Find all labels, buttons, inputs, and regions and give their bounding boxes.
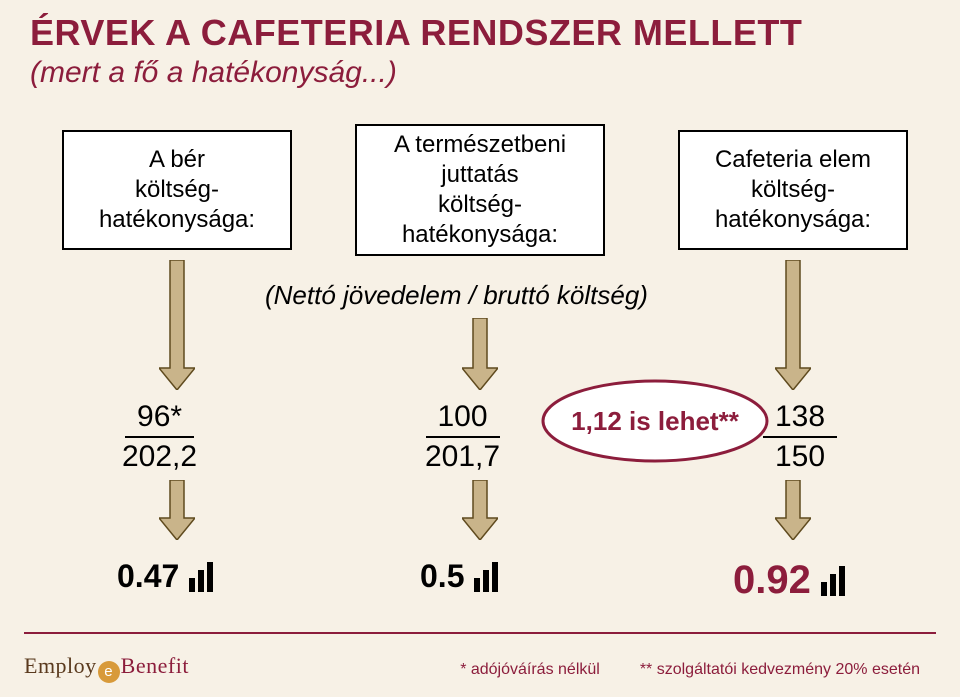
slide-title: ÉRVEK A CAFETERIA RENDSZER MELLETT [30,12,802,54]
fraction-mid: 100 201,7 [425,400,500,474]
down-arrow-icon [462,318,498,390]
result-right: 0.92 [733,558,845,603]
box-line: A természetbeni [394,130,566,160]
down-arrow-icon [159,480,195,540]
box-line: Cafeteria elem [715,145,871,175]
box-wage-efficiency: A bér költség- hatékonysága: [62,130,292,250]
logo-part1: Employ [24,653,97,678]
down-arrow-icon [775,480,811,540]
slide-root: ÉRVEK A CAFETERIA RENDSZER MELLETT (mert… [0,0,960,697]
logo-circle-icon: e [98,661,120,683]
result-mid: 0.5 [420,558,498,595]
fraction-num: 100 [426,400,500,438]
result-value: 0.5 [420,558,464,595]
footnotes: * adójóváírás nélkül ** szolgáltatói ked… [460,661,920,679]
footnote-2: ** szolgáltatói kedvezmény 20% esetén [640,661,920,679]
result-value: 0.92 [733,558,811,603]
down-arrow-icon [462,480,498,540]
box-line: hatékonysága: [99,205,255,235]
result-left: 0.47 [117,558,213,595]
fraction-num: 96* [125,400,194,438]
divider [24,632,936,634]
fraction-den: 202,2 [122,438,197,474]
bars-icon [821,566,845,596]
fraction-right: 138 150 [763,400,837,474]
box-line: költség- [135,175,219,205]
fraction-left: 96* 202,2 [122,400,197,474]
logo-part2: Benefit [121,653,189,678]
result-value: 0.47 [117,558,179,595]
slide-subtitle: (mert a fő a hatékonyság...) [30,56,397,90]
box-inkind-efficiency: A természetbeni juttatás költség- hatéko… [355,124,605,256]
box-line: juttatás [441,160,518,190]
callout-bubble: 1,12 is lehet** [540,378,770,464]
box-line: költség- [438,190,522,220]
box-line: hatékonysága: [402,220,558,250]
down-arrow-icon [775,260,811,390]
box-line: költség- [751,175,835,205]
box-cafeteria-efficiency: Cafeteria elem költség- hatékonysága: [678,130,908,250]
bars-icon [189,562,213,592]
formula-text: (Nettó jövedelem / bruttó költség) [265,280,648,311]
fraction-den: 201,7 [425,438,500,474]
bubble-text: 1,12 is lehet** [571,406,739,437]
fraction-num: 138 [763,400,837,438]
bars-icon [474,562,498,592]
logo: EmployeBenefit [24,653,189,683]
fraction-den: 150 [763,438,837,474]
box-line: A bér [149,145,205,175]
box-line: hatékonysága: [715,205,871,235]
footnote-1: * adójóváírás nélkül [460,661,600,679]
down-arrow-icon [159,260,195,390]
